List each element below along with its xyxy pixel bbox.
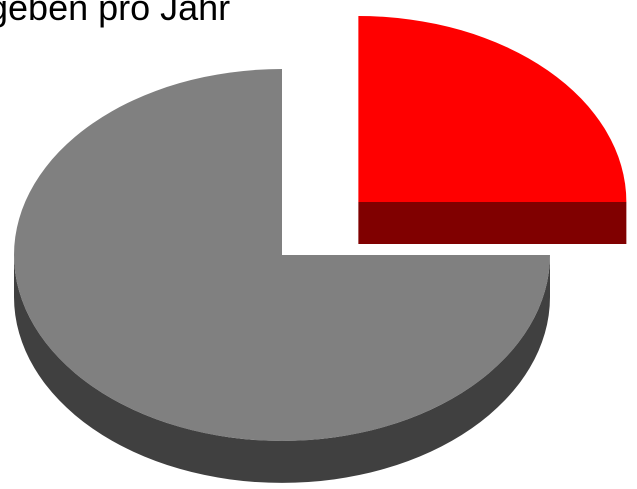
pie-slice-gray-top <box>14 69 550 441</box>
pie-slice-red-group <box>358 15 627 244</box>
pie-slices-group <box>14 15 627 483</box>
pie-slice-gray-group <box>14 69 550 483</box>
chart-title: geben pro Jahr <box>0 0 231 28</box>
pie-slice-red-top <box>358 15 627 202</box>
pie-slice-red-cut-face <box>358 201 627 244</box>
pie-slice-gray-rim <box>14 255 550 483</box>
